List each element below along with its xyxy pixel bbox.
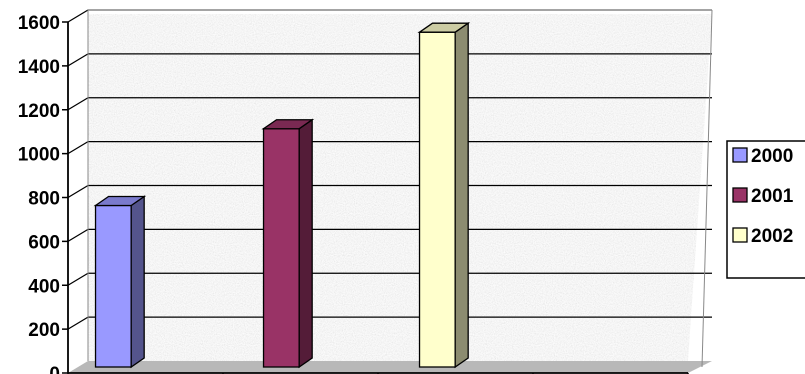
gridline-depth <box>67 184 89 199</box>
bars <box>93 21 471 369</box>
y-tick-label: 600 <box>28 232 60 253</box>
gridline-depth <box>67 53 89 67</box>
y-tick-label: 800 <box>28 189 60 210</box>
y-tick-label: 400 <box>28 276 60 297</box>
plot-back-wall <box>88 14 712 361</box>
bar-2000 <box>93 195 147 369</box>
y-tick-label: 1200 <box>18 101 60 122</box>
y-tick-label: 1000 <box>18 145 60 166</box>
plot-floor <box>68 361 712 373</box>
gridline-depth <box>67 97 89 111</box>
back-wall-right <box>701 9 713 368</box>
legend-label-2001: 2001 <box>751 186 794 207</box>
y-tick-label: 1600 <box>18 13 60 34</box>
gridline-depth <box>67 9 89 23</box>
y-tick-label: 200 <box>28 320 60 341</box>
legend-swatch-2002 <box>732 227 748 243</box>
gridline-depth <box>67 272 89 286</box>
legend-swatch-2001 <box>732 187 748 203</box>
gridline-depth <box>67 141 89 155</box>
bar-top-2002 <box>417 22 471 33</box>
legend-box <box>726 140 805 279</box>
y-tick-label: 1400 <box>18 57 60 78</box>
legend: 2000 2001 2002 <box>726 140 805 279</box>
bar-side-2002 <box>454 21 469 369</box>
axes <box>62 9 713 374</box>
bar-front-2000 <box>94 204 132 368</box>
legend-swatch-2000 <box>732 147 748 163</box>
bar-front-2002 <box>418 31 456 368</box>
y-tick-label: 0 <box>49 364 60 374</box>
legend-label-2002: 2002 <box>751 226 793 247</box>
bar-top-2001 <box>261 119 315 130</box>
bar-2001 <box>261 118 315 369</box>
gridline-depth <box>67 316 89 330</box>
y-tick-labels: 0 200 400 600 800 1000 1200 1400 1600 <box>18 13 60 374</box>
bar-2002 <box>417 21 471 369</box>
legend-label-2000: 2000 <box>751 146 793 167</box>
bar-top-2000 <box>93 195 147 207</box>
bar-side-2001 <box>298 118 313 369</box>
gridline-depth <box>67 228 89 242</box>
bar-side-2000 <box>130 195 145 369</box>
bar-front-2001 <box>262 128 300 368</box>
